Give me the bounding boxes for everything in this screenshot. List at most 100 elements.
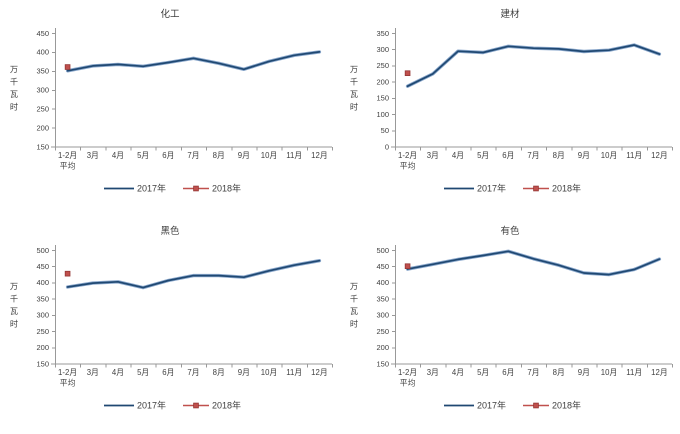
x-axis-tick-label: 12月	[651, 151, 667, 160]
y-axis-tick-label: 400	[36, 48, 49, 57]
x-axis-tick-label: 3月	[87, 368, 99, 377]
y-axis-title-char: 时	[10, 102, 18, 112]
x-axis-tick-label: 12月	[651, 368, 667, 377]
y-axis-tick-label: 300	[36, 311, 49, 320]
x-axis-tick-label: 7月	[187, 151, 199, 160]
x-axis-tick-label-line2: 平均	[60, 161, 76, 171]
chart-title: 化工	[160, 8, 180, 20]
x-axis-tick-label: 8月	[553, 368, 565, 377]
y-axis-title-char: 时	[10, 319, 18, 329]
legend: 2017年 2018年	[104, 183, 241, 194]
series-2017-line-halo	[405, 249, 662, 277]
series-2017-line-halo	[65, 259, 322, 290]
legend: 2017年 2018年	[104, 400, 241, 411]
y-axis-tick-label: 250	[36, 104, 49, 113]
y-axis-tick-label: 150	[376, 359, 389, 368]
y-axis-tick-label: 250	[376, 327, 389, 336]
chart-title: 黑色	[160, 225, 180, 237]
series-2017-line	[406, 44, 661, 88]
y-axis-tick-label: 200	[36, 343, 49, 352]
legend-2018-label: 2018年	[552, 183, 581, 194]
x-axis-tick-label: 8月	[213, 151, 225, 160]
x-axis-tick-label: 3月	[427, 151, 439, 160]
y-axis-tick-label: 0	[385, 142, 389, 151]
y-axis-tick-label: 450	[36, 262, 49, 271]
legend-2018-label: 2018年	[552, 400, 581, 411]
x-axis-tick-label: 11月	[626, 151, 642, 160]
x-axis-tick-label: 7月	[187, 368, 199, 377]
y-axis-tick-label: 250	[376, 61, 389, 70]
y-axis-title-char: 千	[10, 294, 18, 304]
series-2017-line-halo	[65, 50, 322, 73]
x-axis-tick-label: 5月	[137, 151, 149, 160]
x-axis-tick-label: 8月	[213, 368, 225, 377]
y-axis-tick-label: 150	[376, 94, 389, 103]
x-axis-tick-label: 12月	[311, 151, 327, 160]
x-axis-tick-label-line2: 平均	[400, 161, 416, 171]
x-axis-tick-label: 12月	[311, 368, 327, 377]
chart-title: 建材	[500, 8, 520, 20]
x-axis-tick-label: 7月	[527, 368, 539, 377]
x-axis-tick-label: 4月	[112, 151, 124, 160]
x-axis-tick-label: 9月	[238, 151, 250, 160]
x-axis-tick-label: 8月	[553, 151, 565, 160]
y-axis-tick-label: 300	[376, 45, 389, 54]
chart-canvas-building-materials: 建材 350 300 250 200 150 100 50 0 1-2月 3月 4月 5月 6月 7月 8月 9…	[350, 8, 673, 194]
x-axis-tick-label: 5月	[477, 368, 489, 377]
legend-2017-label: 2017年	[137, 400, 166, 411]
chart-chemical[interactable]: 化工 450 400 350 300 250 200 150 1-2月 3月 4月 5月 6月 7月 8月 9…	[0, 0, 340, 217]
y-axis-title-char: 时	[350, 319, 358, 329]
x-axis-tick-label: 10月	[601, 151, 617, 160]
x-axis-tick-label: 9月	[238, 368, 250, 377]
x-axis-tick-label: 1-2月	[398, 368, 417, 377]
y-axis-title-char: 千	[350, 294, 358, 304]
y-axis-tick-label: 300	[36, 86, 49, 95]
x-axis-tick-label: 4月	[452, 151, 464, 160]
legend-2018-marker-sample	[193, 402, 199, 409]
legend-2018-marker-sample	[533, 402, 539, 409]
chart-nonferrous[interactable]: 有色 500 450 400 350 300 250 200 150 1-2月 3月 4月 5月 6月 7月…	[340, 217, 680, 434]
x-axis-tick-label-line2: 平均	[60, 378, 76, 388]
x-axis-tick-label-line2: 平均	[400, 378, 416, 388]
y-axis-title-char: 瓦	[10, 90, 18, 99]
chart-title: 有色	[500, 225, 520, 237]
legend-2017-label: 2017年	[477, 183, 506, 194]
legend-2017-label: 2017年	[477, 400, 506, 411]
x-axis-tick-label: 4月	[452, 368, 464, 377]
x-axis-tick-label: 11月	[286, 368, 302, 377]
legend-2018-label: 2018年	[212, 400, 241, 411]
y-axis-tick-label: 350	[36, 67, 49, 76]
y-axis-title-char: 万	[350, 282, 358, 291]
legend-2018-marker-sample	[193, 185, 199, 192]
y-axis-title-char: 千	[10, 77, 18, 87]
legend: 2017年 2018年	[444, 400, 581, 411]
series-2017-line	[66, 259, 321, 289]
chart-ferrous[interactable]: 黑色 500 450 400 350 300 250 200 150 1-2月 3月 4月 5月 6月 7月…	[0, 217, 340, 434]
y-axis-title-char: 万	[10, 282, 18, 291]
y-axis-tick-label: 150	[36, 359, 49, 368]
x-axis-tick-label: 1-2月	[58, 368, 77, 377]
series-2018-marker	[64, 64, 71, 70]
series-2018-marker	[404, 263, 411, 270]
y-axis-title-char: 万	[10, 65, 18, 74]
x-axis-tick-label: 6月	[162, 151, 174, 160]
chart-canvas-chemical: 化工 450 400 350 300 250 200 150 1-2月 3月 4月 5月 6月 7月 8月 9…	[10, 8, 333, 194]
y-axis-tick-label: 100	[376, 110, 389, 119]
x-axis-tick-label: 1-2月	[58, 151, 77, 160]
x-axis-tick-label: 9月	[578, 368, 590, 377]
y-axis-tick-label: 350	[36, 294, 49, 303]
chart-canvas-nonferrous: 有色 500 450 400 350 300 250 200 150 1-2月 3月 4月 5月 6月 7月…	[350, 225, 673, 411]
legend-2018-marker-sample	[533, 185, 539, 192]
x-axis-tick-label: 6月	[162, 368, 174, 377]
chart-building-materials[interactable]: 建材 350 300 250 200 150 100 50 0 1-2月 3月 4月 5月 6月 7月 8月 9…	[340, 0, 680, 217]
x-axis-tick-label: 9月	[578, 151, 590, 160]
y-axis-title-char: 瓦	[350, 90, 358, 99]
y-axis-title-char: 万	[350, 65, 358, 74]
y-axis-tick-label: 200	[376, 343, 389, 352]
series-2017-line-halo	[405, 43, 662, 88]
